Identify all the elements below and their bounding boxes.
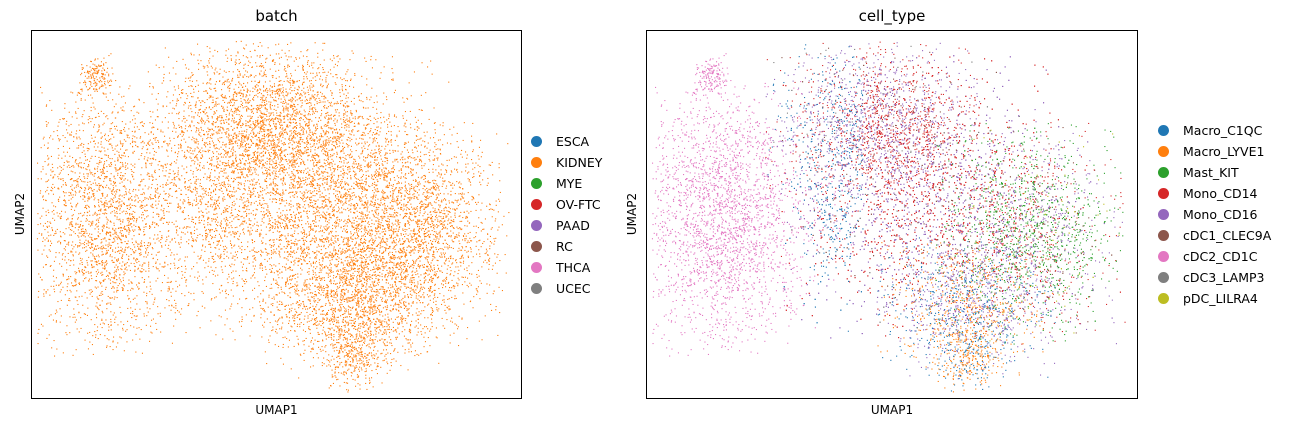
legend-marker bbox=[531, 157, 542, 168]
legend-batch: ESCA KIDNEY MYE OV-FTC PAAD RC THCA UCEC bbox=[531, 131, 602, 299]
legend-label: cDC1_CLEC9A bbox=[1183, 228, 1271, 243]
legend-marker bbox=[1158, 209, 1169, 220]
legend-label: KIDNEY bbox=[556, 155, 602, 170]
scatter-batch bbox=[36, 40, 510, 393]
legend-label: PAAD bbox=[556, 218, 590, 233]
legend-entry: PAAD bbox=[531, 215, 602, 236]
legend-label: UCEC bbox=[556, 281, 591, 296]
legend-entry: Mast_KIT bbox=[1158, 162, 1271, 183]
legend-marker bbox=[1158, 146, 1169, 157]
legend-entry: ESCA bbox=[531, 131, 602, 152]
legend-marker bbox=[1158, 293, 1169, 304]
legend-label: pDC_LILRA4 bbox=[1183, 291, 1258, 306]
legend-marker bbox=[531, 241, 542, 252]
legend-entry: THCA bbox=[531, 257, 602, 278]
scatter-cell-type bbox=[651, 41, 1126, 393]
legend-marker bbox=[1158, 230, 1169, 241]
legend-marker bbox=[531, 283, 542, 294]
legend-entry: Mono_CD16 bbox=[1158, 204, 1271, 225]
y-axis-label: UMAP2 bbox=[625, 184, 639, 244]
legend-label: MYE bbox=[556, 176, 582, 191]
legend-marker bbox=[531, 136, 542, 147]
legend-marker bbox=[531, 199, 542, 210]
legend-entry: KIDNEY bbox=[531, 152, 602, 173]
plot-area-cell-type bbox=[646, 30, 1138, 399]
legend-label: cDC2_CD1C bbox=[1183, 249, 1257, 264]
legend-entry: RC bbox=[531, 236, 602, 257]
x-axis-label: UMAP1 bbox=[31, 403, 522, 417]
plot-area-batch bbox=[31, 30, 522, 399]
chart-batch: batch UMAP2 UMAP1 ESCA KIDNEY MYE OV-FTC PAA… bbox=[0, 0, 640, 429]
x-axis-label: UMAP1 bbox=[646, 403, 1138, 417]
legend-marker bbox=[1158, 125, 1169, 136]
legend-entry: pDC_LILRA4 bbox=[1158, 288, 1271, 309]
legend-label: OV-FTC bbox=[556, 197, 601, 212]
legend-entry: cDC3_LAMP3 bbox=[1158, 267, 1271, 288]
legend-entry: Mono_CD14 bbox=[1158, 183, 1271, 204]
legend-entry: cDC1_CLEC9A bbox=[1158, 225, 1271, 246]
legend-entry: UCEC bbox=[531, 278, 602, 299]
chart-title: cell_type bbox=[646, 7, 1138, 25]
legend-label: THCA bbox=[556, 260, 590, 275]
legend-marker bbox=[531, 262, 542, 273]
legend-entry: Macro_LYVE1 bbox=[1158, 141, 1271, 162]
legend-marker bbox=[531, 178, 542, 189]
legend-label: RC bbox=[556, 239, 573, 254]
legend-label: Mast_KIT bbox=[1183, 165, 1239, 180]
legend-marker bbox=[531, 220, 542, 231]
legend-entry: MYE bbox=[531, 173, 602, 194]
legend-entry: OV-FTC bbox=[531, 194, 602, 215]
legend-label: cDC3_LAMP3 bbox=[1183, 270, 1265, 285]
legend-label: Macro_C1QC bbox=[1183, 123, 1262, 138]
legend-label: Mono_CD16 bbox=[1183, 207, 1258, 222]
chart-title: batch bbox=[31, 7, 522, 25]
legend-marker bbox=[1158, 251, 1169, 262]
legend-cell-type: Macro_C1QC Macro_LYVE1 Mast_KIT Mono_CD14 Mo… bbox=[1158, 120, 1271, 309]
legend-label: ESCA bbox=[556, 134, 589, 149]
legend-marker bbox=[1158, 188, 1169, 199]
legend-label: Mono_CD14 bbox=[1183, 186, 1258, 201]
legend-entry: Macro_C1QC bbox=[1158, 120, 1271, 141]
legend-marker bbox=[1158, 272, 1169, 283]
legend-marker bbox=[1158, 167, 1169, 178]
legend-entry: cDC2_CD1C bbox=[1158, 246, 1271, 267]
legend-label: Macro_LYVE1 bbox=[1183, 144, 1264, 159]
